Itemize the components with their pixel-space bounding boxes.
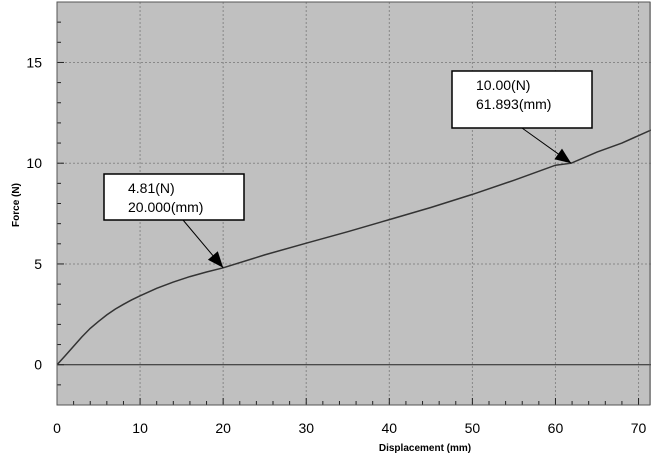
x-tick-label: 0 <box>53 420 61 436</box>
annotation-box <box>103 173 245 221</box>
y-axis-title: Force (N) <box>11 183 22 227</box>
y-tick-label: 15 <box>26 54 42 70</box>
annotation-displacement-label: 61.893(mm) <box>476 96 551 112</box>
annotation-force-label: 10.00(N) <box>476 77 530 93</box>
x-tick-label: 40 <box>382 420 398 436</box>
annotation-displacement-label: 20.000(mm) <box>128 199 203 215</box>
annotation-force-label: 4.81(N) <box>128 180 175 196</box>
annotation-callout: 10.00(N) 61.893(mm) <box>451 70 593 164</box>
x-tick-label: 60 <box>548 420 564 436</box>
x-tick-label: 30 <box>298 420 314 436</box>
y-tick-label: 10 <box>26 155 42 171</box>
annotation-callout: 4.81(N) 20.000(mm) <box>103 173 245 269</box>
y-tick-label: 0 <box>34 357 42 373</box>
tick-labels: 0 10 20 30 40 50 60 70 0 5 10 15 <box>26 54 646 436</box>
plot-border <box>56 1 651 406</box>
annotations: 4.81(N) 20.000(mm) 10.00(N) 61.893(mm) <box>103 70 593 269</box>
x-tick-label: 70 <box>631 420 647 436</box>
y-tick-label: 5 <box>34 256 42 272</box>
x-tick-label: 50 <box>465 420 481 436</box>
annotation-arrowhead <box>207 251 224 268</box>
x-tick-label: 20 <box>215 420 231 436</box>
annotation-box <box>451 70 593 129</box>
force-series-line <box>56 129 651 366</box>
annotation-arrowhead <box>554 148 572 164</box>
x-tick-label: 10 <box>132 420 148 436</box>
x-axis-title: Displacement (mm) <box>379 443 471 454</box>
